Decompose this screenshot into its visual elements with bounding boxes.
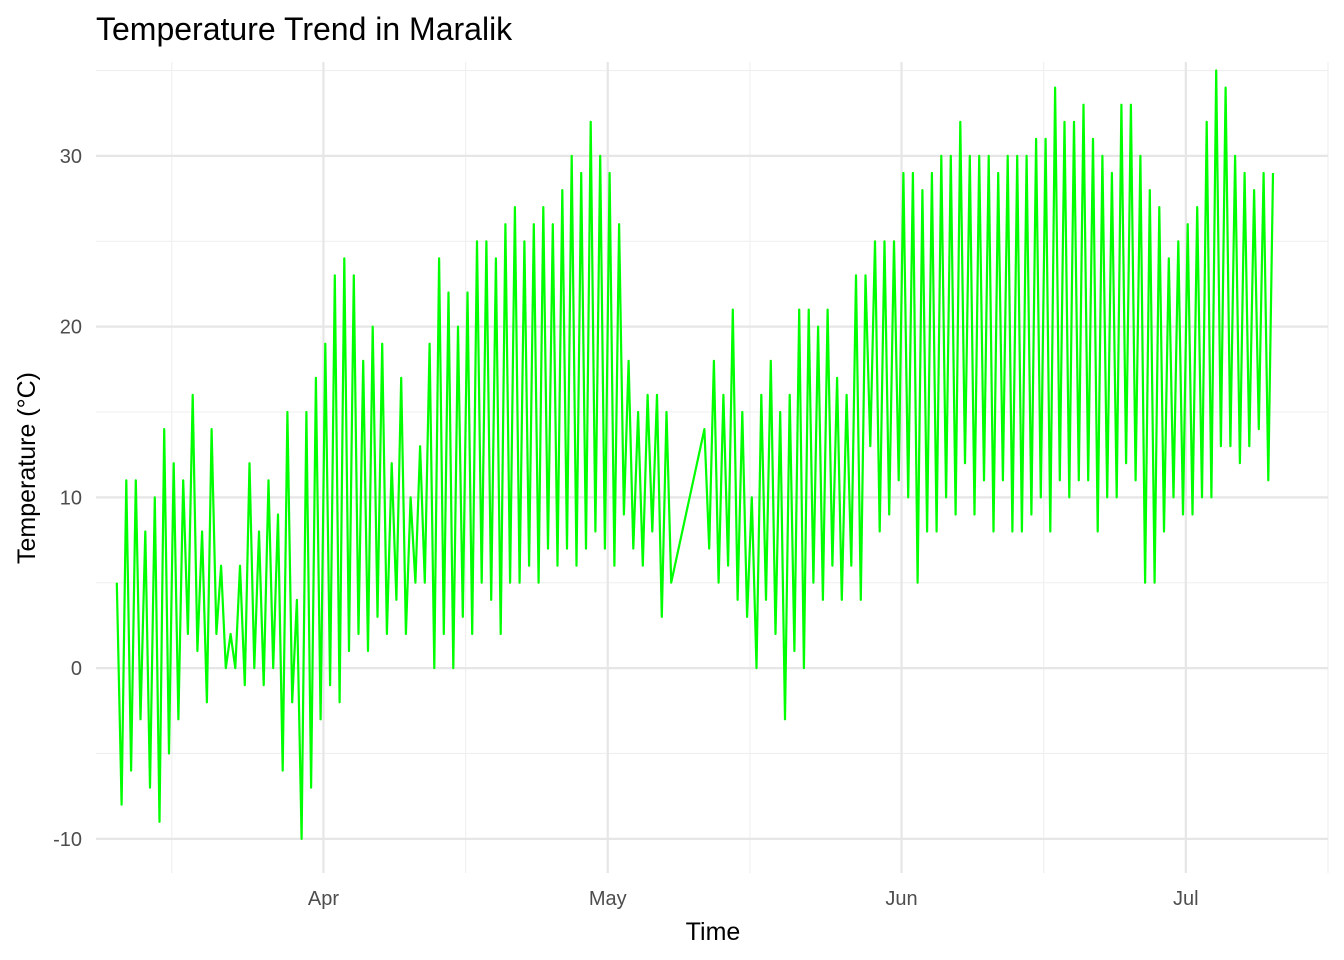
x-tick-label: Apr [308, 888, 339, 910]
y-tick-label: 10 [60, 487, 82, 509]
chart-title: Temperature Trend in Maralik [96, 11, 513, 47]
y-tick-label: 30 [60, 146, 82, 168]
temperature-series-line [115, 69, 1275, 841]
y-tick-label: -10 [53, 829, 82, 851]
x-tick-label: May [589, 888, 627, 910]
x-axis-title: Time [686, 918, 741, 946]
series-layer [115, 69, 1275, 841]
y-tick-label: 0 [71, 658, 82, 680]
tick-labels: -10 0 10 20 30 Apr May Jun Jul [53, 146, 1199, 910]
y-tick-label: 20 [60, 317, 82, 339]
x-tick-label: Jun [885, 888, 917, 910]
y-axis-title: Temperature (°C) [13, 372, 41, 564]
x-tick-label: Jul [1173, 888, 1199, 910]
